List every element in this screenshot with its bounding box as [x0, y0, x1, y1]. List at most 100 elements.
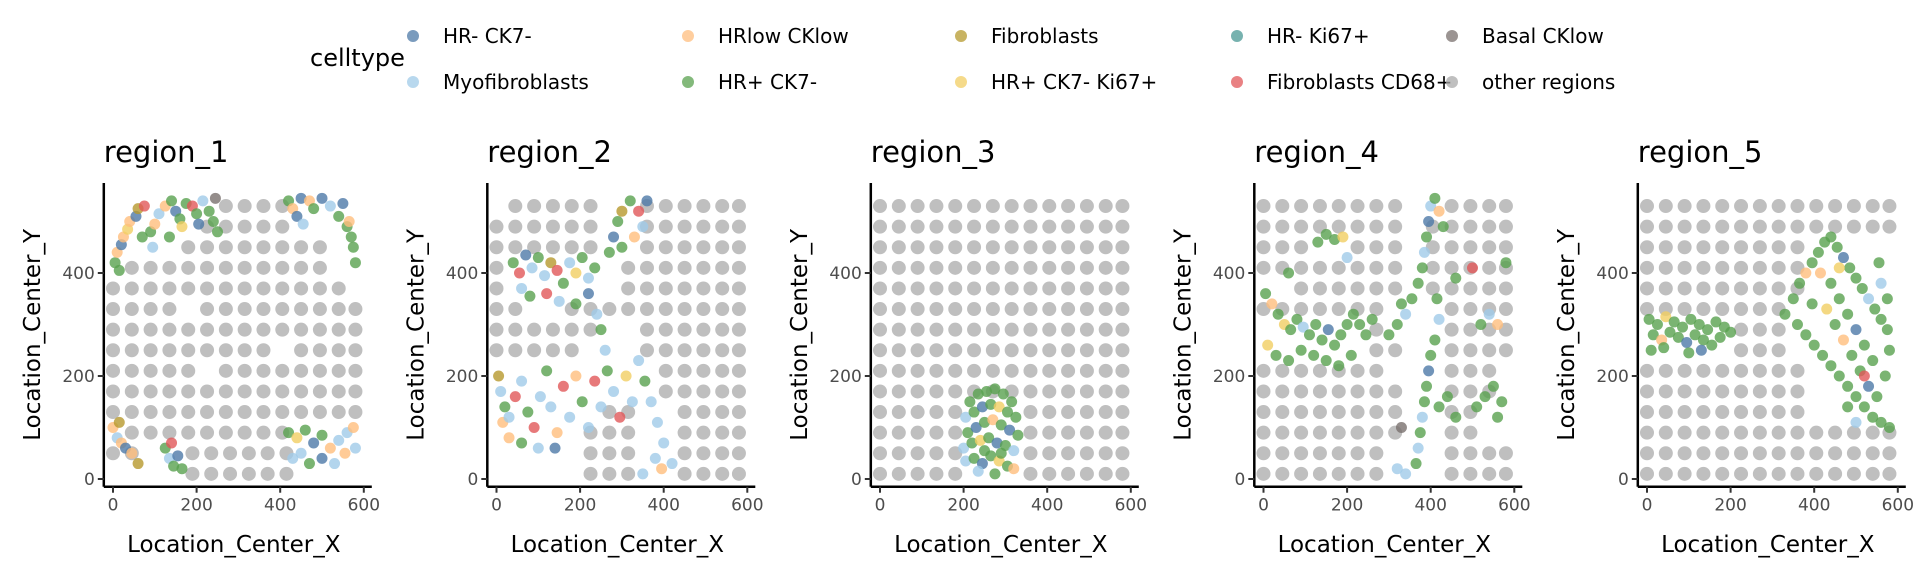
x-tick-label: 600 [1498, 496, 1530, 516]
point-other-regions [731, 281, 746, 296]
point-other-regions [1061, 302, 1076, 317]
point-other-regions [1752, 363, 1767, 378]
point-hr-ck7 [1831, 241, 1843, 253]
point-other-regions [1425, 281, 1440, 296]
point-other-regions [873, 384, 887, 399]
point-other-regions [1312, 302, 1327, 317]
point-other-regions [967, 322, 982, 337]
point-fibroblasts-cd68 [614, 411, 626, 423]
point-other-regions [1294, 446, 1309, 461]
point-other-regions [1312, 260, 1327, 275]
point-hr-ck7 [1475, 319, 1487, 330]
point-other-regions [1115, 446, 1130, 461]
point-other-regions [1079, 446, 1094, 461]
point-other-regions [181, 363, 196, 378]
x-tick-label: 0 [1642, 496, 1653, 516]
point-other-regions [1079, 425, 1094, 440]
point-other-regions [1865, 199, 1880, 214]
point-other-regions [143, 322, 158, 337]
point-myofibroblasts [1850, 416, 1862, 428]
point-other-regions [1677, 281, 1692, 296]
y-tick-label: 200 [1213, 367, 1245, 387]
point-other-regions [256, 343, 271, 358]
point-other-regions [260, 466, 275, 481]
point-other-regions [639, 260, 654, 275]
point-hr-ck7 [983, 432, 995, 444]
point-other-regions [1771, 322, 1786, 337]
point-other-regions [1350, 199, 1365, 214]
point-other-regions [1696, 240, 1711, 255]
point-other-regions [677, 260, 692, 275]
point-other-regions [124, 384, 139, 399]
point-hr-ck7 [985, 398, 997, 410]
point-hr-ck7 [1421, 231, 1433, 243]
point-hr-ck7 [172, 450, 184, 462]
point-other-regions [1098, 240, 1113, 255]
point-other-regions [348, 405, 363, 420]
point-other-regions [1734, 405, 1749, 420]
point-other-regions [1715, 363, 1730, 378]
point-other-regions [256, 322, 271, 337]
point-other-regions [1079, 302, 1094, 317]
point-hr-ck7 [1492, 411, 1504, 423]
point-hr-ck7 [962, 427, 974, 439]
point-hr-ck7 [981, 385, 993, 397]
point-myofibroblasts [608, 385, 620, 397]
point-other-regions [985, 219, 1000, 234]
point-hr-ck7 [1858, 401, 1870, 413]
point-other-regions [1061, 219, 1076, 234]
point-hr-ck7 [1295, 344, 1307, 356]
point-hr-ck7 [308, 437, 320, 449]
point-other-regions [1790, 363, 1805, 378]
point-hrlow-cklow [628, 231, 640, 243]
point-other-regions [731, 260, 746, 275]
point-myofibroblasts [516, 375, 528, 387]
point-hr-ck7 [641, 195, 653, 207]
point-hr-ck7 [193, 218, 205, 230]
point-other-regions [1752, 466, 1767, 481]
point-other-regions [891, 281, 906, 296]
point-other-regions [1115, 240, 1130, 255]
point-fibroblasts-cd68 [589, 375, 601, 387]
point-other-regions [294, 302, 309, 317]
point-other-regions [658, 384, 673, 399]
point-other-regions [143, 363, 158, 378]
point-other-regions [1734, 363, 1749, 378]
point-other-regions [891, 446, 906, 461]
point-other-regions [985, 281, 1000, 296]
point-other-regions [1658, 281, 1673, 296]
point-other-regions [967, 219, 982, 234]
point-other-regions [677, 219, 692, 234]
point-other-regions [731, 384, 746, 399]
point-other-regions [731, 446, 746, 461]
point-other-regions [124, 322, 139, 337]
point-other-regions [564, 322, 579, 337]
point-other-regions [564, 240, 579, 255]
point-other-regions [545, 199, 560, 214]
point-other-regions [929, 322, 944, 337]
point-other-regions [1388, 343, 1403, 358]
point-other-regions [1115, 343, 1130, 358]
point-hr-ck7 [1012, 429, 1024, 441]
point-other-regions [1658, 199, 1673, 214]
point-hr-ck7 [1360, 329, 1372, 341]
point-other-regions [124, 425, 139, 440]
point-other-regions [1023, 466, 1038, 481]
point-other-regions [696, 405, 711, 420]
point-other-regions [1752, 219, 1767, 234]
point-other-regions [1042, 199, 1057, 214]
point-other-regions [312, 281, 327, 296]
point-hr-ck7 [1695, 344, 1707, 356]
point-other-regions [1715, 240, 1730, 255]
point-other-regions [910, 384, 925, 399]
legend-label: Myofibroblasts [443, 70, 589, 94]
point-fibroblasts-cd68 [541, 288, 553, 300]
point-other-regions [948, 240, 963, 255]
point-other-regions [929, 199, 944, 214]
point-hr-ck7 [616, 241, 628, 253]
point-other-regions [677, 425, 692, 440]
point-other-regions [1369, 260, 1384, 275]
point-other-regions [331, 302, 346, 317]
point-other-regions [948, 425, 963, 440]
point-other-regions [294, 363, 309, 378]
